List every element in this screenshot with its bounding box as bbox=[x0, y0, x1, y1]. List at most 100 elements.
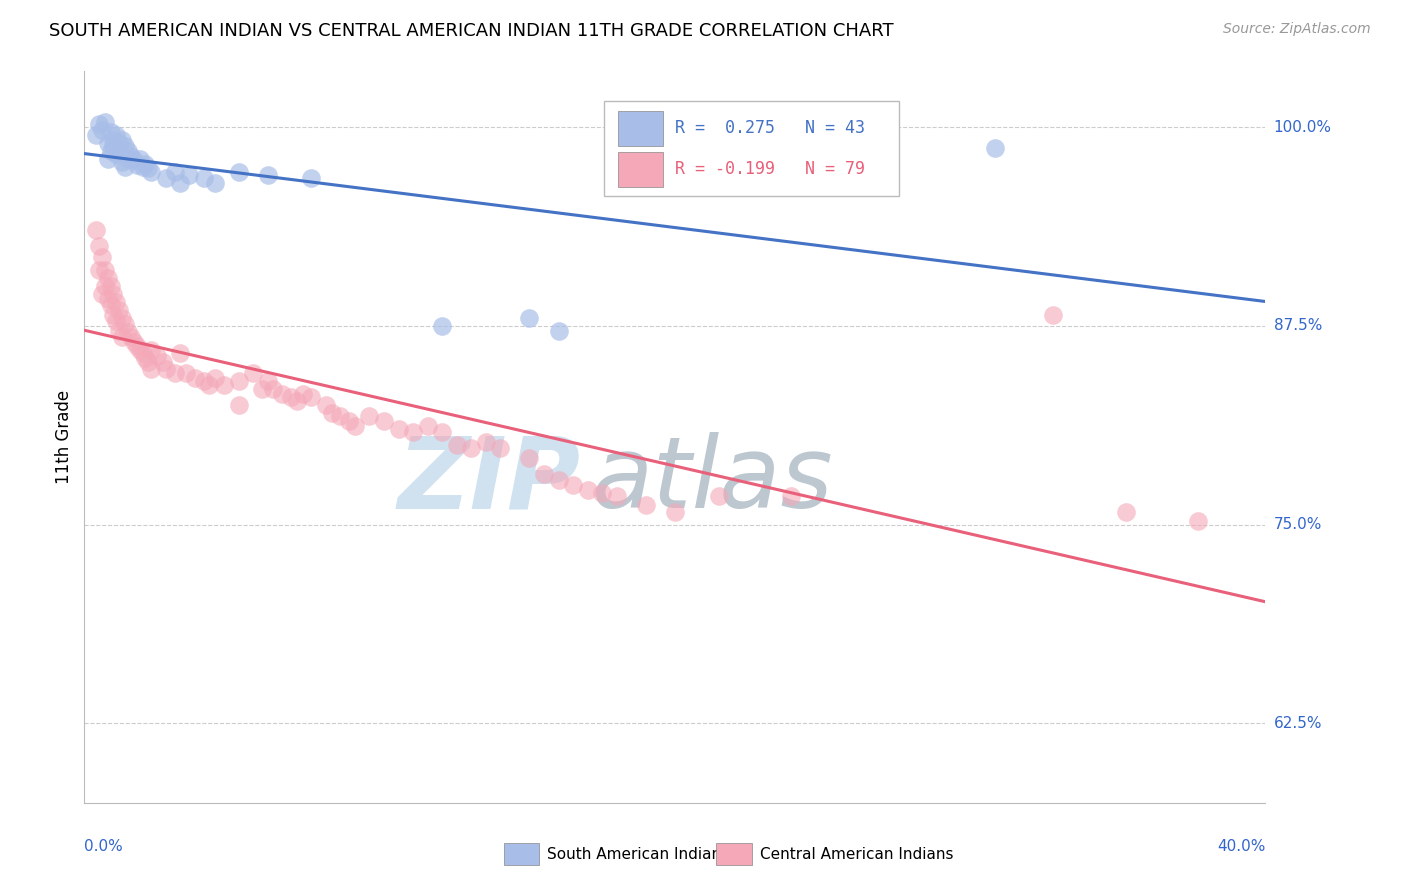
Point bbox=[141, 343, 163, 357]
Point bbox=[103, 133, 125, 147]
Point bbox=[285, 393, 308, 408]
Point bbox=[198, 377, 221, 392]
Point bbox=[460, 441, 482, 455]
Point bbox=[337, 414, 360, 428]
Point bbox=[93, 263, 115, 277]
Point bbox=[519, 310, 541, 325]
Point bbox=[155, 170, 177, 185]
Point bbox=[138, 161, 160, 176]
Point bbox=[475, 434, 498, 449]
Point bbox=[122, 334, 145, 349]
Point bbox=[169, 346, 191, 360]
Point bbox=[108, 302, 131, 317]
Point bbox=[489, 441, 512, 455]
Point bbox=[90, 251, 112, 265]
Point bbox=[299, 390, 322, 404]
Point bbox=[105, 128, 128, 142]
Point bbox=[519, 450, 541, 465]
Text: atlas: atlas bbox=[592, 433, 834, 530]
Point bbox=[141, 361, 163, 376]
Text: 40.0%: 40.0% bbox=[1218, 839, 1265, 855]
Point bbox=[1042, 308, 1064, 322]
Point bbox=[122, 153, 145, 168]
Point bbox=[97, 271, 120, 285]
Bar bbox=[619, 152, 664, 187]
Y-axis label: 11th Grade: 11th Grade bbox=[55, 390, 73, 484]
Point bbox=[117, 144, 139, 158]
Point bbox=[152, 355, 174, 369]
Point bbox=[105, 314, 128, 328]
Point bbox=[108, 136, 131, 150]
Point bbox=[128, 343, 150, 357]
Bar bbox=[503, 843, 538, 865]
Point bbox=[87, 117, 110, 131]
Point bbox=[163, 164, 186, 178]
Text: 87.5%: 87.5% bbox=[1274, 318, 1322, 334]
Point bbox=[430, 318, 453, 333]
Bar bbox=[619, 111, 664, 146]
Point bbox=[387, 422, 409, 436]
Point bbox=[373, 414, 395, 428]
Point bbox=[141, 164, 163, 178]
Point bbox=[280, 390, 302, 404]
Point bbox=[111, 133, 134, 147]
Text: 62.5%: 62.5% bbox=[1274, 715, 1322, 731]
Point bbox=[250, 383, 273, 397]
Text: SOUTH AMERICAN INDIAN VS CENTRAL AMERICAN INDIAN 11TH GRADE CORRELATION CHART: SOUTH AMERICAN INDIAN VS CENTRAL AMERICA… bbox=[49, 22, 894, 40]
Point bbox=[100, 125, 122, 139]
Point bbox=[84, 223, 107, 237]
Text: Central American Indians: Central American Indians bbox=[759, 847, 953, 862]
Point bbox=[1187, 514, 1209, 528]
Point bbox=[105, 294, 128, 309]
Point bbox=[117, 325, 139, 339]
Point bbox=[547, 473, 569, 487]
Point bbox=[108, 324, 131, 338]
Point bbox=[242, 367, 264, 381]
Text: 100.0%: 100.0% bbox=[1274, 120, 1331, 135]
Point bbox=[204, 176, 226, 190]
Point bbox=[446, 438, 468, 452]
Point bbox=[93, 115, 115, 129]
Point bbox=[533, 467, 555, 481]
Point bbox=[193, 170, 215, 185]
Point bbox=[90, 287, 112, 301]
Point bbox=[111, 155, 134, 169]
Point bbox=[228, 375, 250, 389]
Point bbox=[204, 371, 226, 385]
Text: R =  0.275   N = 43: R = 0.275 N = 43 bbox=[675, 120, 865, 137]
Point bbox=[105, 147, 128, 161]
Point bbox=[125, 158, 148, 172]
Point bbox=[163, 367, 186, 381]
Text: 0.0%: 0.0% bbox=[84, 839, 124, 855]
Point bbox=[97, 292, 120, 306]
Point bbox=[576, 483, 599, 497]
Point bbox=[114, 317, 136, 331]
Point bbox=[155, 361, 177, 376]
Point bbox=[780, 489, 803, 503]
Point bbox=[87, 263, 110, 277]
Point bbox=[97, 152, 120, 166]
Point bbox=[169, 176, 191, 190]
Point bbox=[751, 170, 773, 185]
Point bbox=[984, 141, 1007, 155]
Point bbox=[343, 419, 366, 434]
Point bbox=[562, 477, 585, 491]
Point bbox=[299, 170, 322, 185]
Point bbox=[664, 505, 686, 519]
Text: South American Indians: South American Indians bbox=[547, 847, 730, 862]
Point bbox=[125, 339, 148, 353]
Point bbox=[100, 279, 122, 293]
Point bbox=[430, 425, 453, 440]
Point bbox=[84, 128, 107, 142]
Point bbox=[416, 419, 439, 434]
Point bbox=[111, 330, 134, 344]
Point bbox=[120, 330, 142, 344]
Point bbox=[134, 351, 156, 365]
Point bbox=[228, 398, 250, 412]
Point bbox=[138, 355, 160, 369]
Point bbox=[174, 367, 197, 381]
Point bbox=[291, 387, 314, 401]
Point bbox=[606, 489, 628, 503]
Point bbox=[359, 409, 381, 424]
Text: Source: ZipAtlas.com: Source: ZipAtlas.com bbox=[1223, 22, 1371, 37]
